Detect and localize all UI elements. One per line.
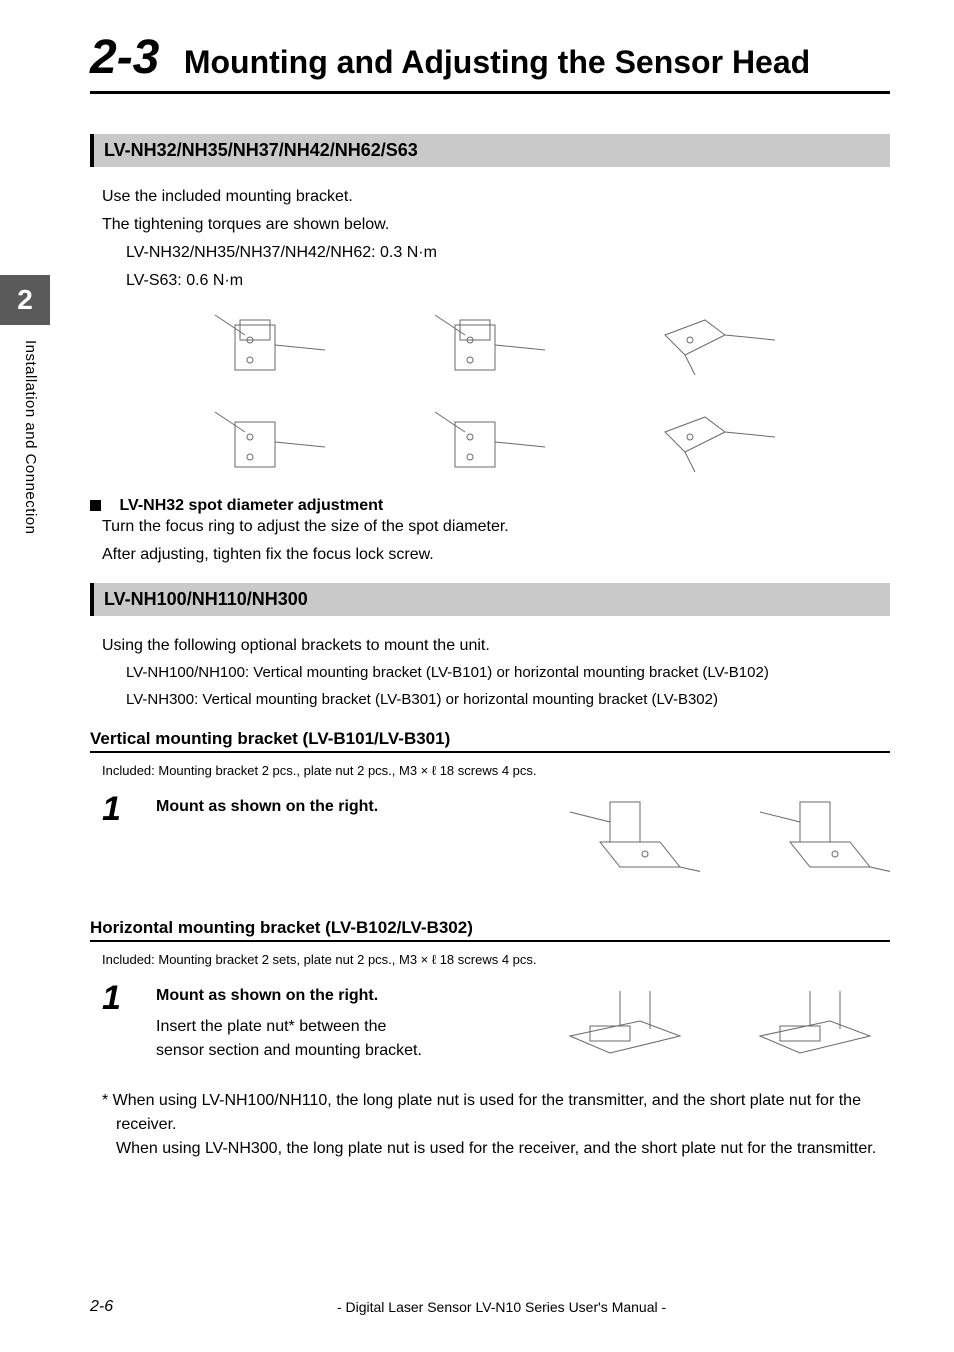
vertical-bracket-diagram bbox=[550, 792, 700, 892]
step-number: 1 bbox=[102, 792, 132, 826]
block2-line3: LV-NH300: Vertical mounting bracket (LV-… bbox=[126, 689, 890, 712]
chapter-tab: 2 bbox=[0, 275, 50, 325]
bracket-diagram bbox=[635, 402, 785, 487]
page-number: 2-6 bbox=[90, 1298, 113, 1316]
block1-line1: Use the included mounting bracket. bbox=[102, 185, 890, 209]
spot-line2: After adjusting, tighten fix the focus l… bbox=[102, 543, 890, 567]
block1-line2: The tightening torques are shown below. bbox=[102, 213, 890, 237]
section-header: 2-3 Mounting and Adjusting the Sensor He… bbox=[90, 30, 890, 94]
title-rule bbox=[90, 91, 890, 94]
section-number: 2-3 bbox=[90, 30, 159, 85]
block1-diagrams-row1 bbox=[90, 305, 890, 390]
horizontal-step-title: Mount as shown on the right. bbox=[156, 987, 378, 1004]
page-content: 2-3 Mounting and Adjusting the Sensor He… bbox=[90, 30, 890, 1161]
spot-title: LV-NH32 spot diameter adjustment bbox=[119, 497, 383, 514]
horizontal-step-text: Mount as shown on the right. Insert the … bbox=[156, 981, 426, 1063]
block2-line2: LV-NH100/NH100: Vertical mounting bracke… bbox=[126, 662, 890, 685]
block1-diagrams-row2 bbox=[90, 402, 890, 487]
horizontal-included: Included: Mounting bracket 2 sets, plate… bbox=[102, 952, 890, 967]
horizontal-bracket-diagram bbox=[740, 981, 890, 1071]
vertical-step: 1 Mount as shown on the right. bbox=[102, 792, 890, 892]
horizontal-title: Horizontal mounting bracket (LV-B102/LV-… bbox=[90, 918, 890, 938]
horizontal-rule bbox=[90, 940, 890, 942]
horizontal-step: 1 Mount as shown on the right. Insert th… bbox=[102, 981, 890, 1071]
vertical-rule bbox=[90, 751, 890, 753]
block1-line4: LV-S63: 0.6 N·m bbox=[126, 269, 890, 293]
spot-adjustment-heading: LV-NH32 spot diameter adjustment bbox=[90, 497, 890, 515]
vertical-included: Included: Mounting bracket 2 pcs., plate… bbox=[102, 763, 890, 778]
vertical-bracket-diagram bbox=[740, 792, 890, 892]
horizontal-step-body: Insert the plate nut* between the sensor… bbox=[156, 1015, 426, 1063]
horizontal-bracket-diagram bbox=[550, 981, 700, 1071]
vertical-step-text: Mount as shown on the right. bbox=[156, 792, 426, 816]
block2-line1: Using the following optional brackets to… bbox=[102, 634, 890, 658]
horizontal-diagrams bbox=[450, 981, 890, 1071]
bracket-diagram bbox=[415, 305, 565, 390]
bracket-diagram bbox=[415, 402, 565, 487]
bullet-icon bbox=[90, 500, 101, 511]
chapter-label: Installation and Connection bbox=[22, 340, 39, 534]
page-footer: 2-6 - Digital Laser Sensor LV-N10 Series… bbox=[90, 1298, 890, 1316]
footnote: * When using LV-NH100/NH110, the long pl… bbox=[102, 1089, 890, 1161]
chapter-number: 2 bbox=[17, 284, 33, 316]
bracket-diagram bbox=[635, 305, 785, 390]
vertical-diagrams bbox=[450, 792, 890, 892]
bracket-diagram bbox=[195, 305, 345, 390]
manual-title: - Digital Laser Sensor LV-N10 Series Use… bbox=[113, 1299, 890, 1315]
block1-line3: LV-NH32/NH35/NH37/NH42/NH62: 0.3 N·m bbox=[126, 241, 890, 265]
block2-header: LV-NH100/NH110/NH300 bbox=[90, 583, 890, 616]
bracket-diagram bbox=[195, 402, 345, 487]
spot-line1: Turn the focus ring to adjust the size o… bbox=[102, 515, 890, 539]
vertical-title: Vertical mounting bracket (LV-B101/LV-B3… bbox=[90, 729, 890, 749]
step-number: 1 bbox=[102, 981, 132, 1015]
block1-header: LV-NH32/NH35/NH37/NH42/NH62/S63 bbox=[90, 134, 890, 167]
section-title: Mounting and Adjusting the Sensor Head bbox=[184, 44, 810, 81]
